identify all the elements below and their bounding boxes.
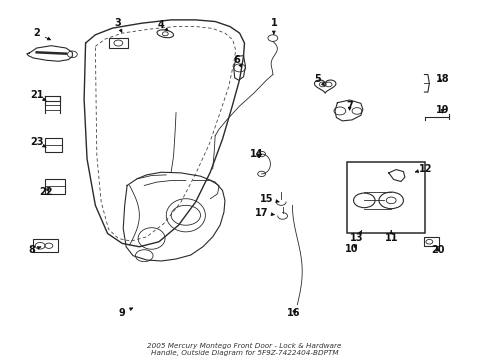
Text: 5: 5 [314, 75, 324, 86]
Text: 15: 15 [259, 194, 279, 204]
Text: 23: 23 [30, 138, 46, 147]
Text: 2005 Mercury Montego Front Door - Lock & Hardware
Handle, Outside Diagram for 5F: 2005 Mercury Montego Front Door - Lock &… [147, 343, 341, 356]
Text: 2: 2 [33, 28, 50, 40]
Text: 6: 6 [233, 55, 241, 67]
Text: 17: 17 [254, 208, 274, 218]
Text: 13: 13 [349, 231, 363, 243]
Text: 8: 8 [28, 245, 41, 255]
Text: 18: 18 [435, 75, 448, 85]
Text: 4: 4 [158, 20, 168, 31]
Text: 1: 1 [270, 18, 277, 34]
Text: 7: 7 [346, 101, 352, 111]
Text: 9: 9 [119, 308, 132, 318]
Bar [45, 179, 64, 194]
Text: 16: 16 [286, 308, 300, 318]
Bar [346, 162, 425, 234]
Text: 20: 20 [430, 245, 444, 255]
Text: 10: 10 [345, 244, 358, 254]
Text: 21: 21 [30, 90, 46, 101]
Text: 14: 14 [249, 149, 263, 159]
Text: 3: 3 [114, 18, 122, 32]
Text: 22: 22 [40, 187, 53, 197]
Text: 12: 12 [415, 164, 431, 174]
Bar [45, 139, 62, 152]
Text: 19: 19 [435, 105, 448, 115]
Text: 11: 11 [384, 231, 397, 243]
